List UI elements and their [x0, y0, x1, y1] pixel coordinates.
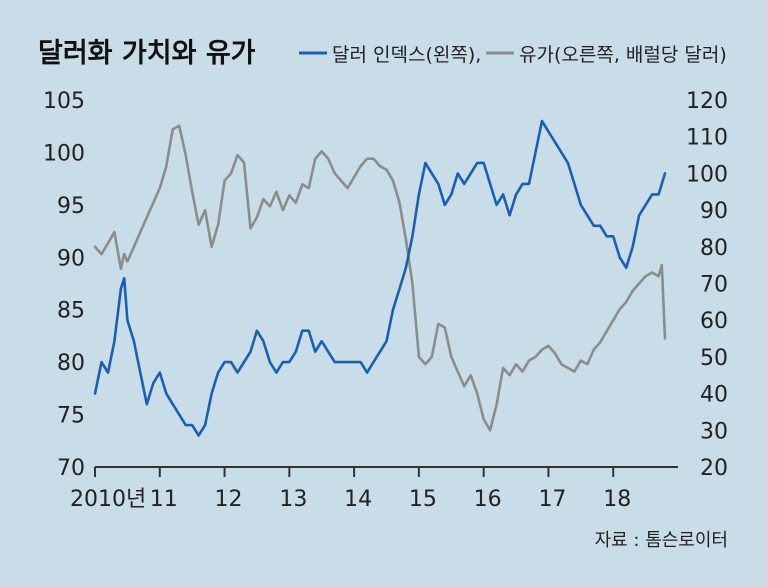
right-tick-label: 30: [700, 419, 728, 444]
right-tick-label: 20: [700, 456, 728, 481]
x-tick-label: 2010년: [70, 487, 146, 512]
left-y-axis: 105 100 95 90 85 80 75 70: [43, 89, 85, 481]
x-axis: 2010년 11 12 13 14 15 16 17 18: [70, 467, 631, 512]
right-tick-label: 50: [700, 346, 728, 371]
legend-label-dollar: 달러 인덱스(왼쪽),: [332, 44, 481, 66]
x-tick-label: 15: [409, 487, 437, 512]
x-tick-label: 12: [215, 487, 243, 512]
dollar-index-line: [93, 119, 667, 437]
series-layer: [93, 119, 667, 437]
left-tick-label: 75: [57, 404, 85, 429]
x-tick-label: 14: [344, 487, 372, 512]
source-note: 자료 : 톰슨로이터: [595, 530, 728, 551]
legend-label-oil: 유가(오른쪽, 배럴당 달러): [519, 44, 727, 66]
oil-price-line: [93, 124, 667, 432]
left-tick-label: 105: [43, 89, 85, 114]
left-tick-label: 95: [57, 194, 85, 219]
left-tick-label: 80: [57, 351, 85, 376]
right-tick-label: 120: [686, 89, 728, 114]
x-tick-label: 17: [538, 487, 566, 512]
right-tick-label: 70: [700, 273, 728, 298]
right-tick-label: 90: [700, 199, 728, 224]
x-tick-label: 18: [603, 487, 631, 512]
left-tick-label: 90: [57, 246, 85, 271]
x-tick-label: 13: [279, 487, 307, 512]
left-tick-label: 100: [43, 141, 85, 166]
right-tick-label: 60: [700, 309, 728, 334]
right-tick-label: 110: [686, 126, 728, 151]
x-tick-label: 16: [474, 487, 502, 512]
right-y-axis: 120 110 100 90 80 70 60 50 40 30 20: [686, 89, 728, 481]
left-tick-label: 70: [57, 456, 85, 481]
right-tick-label: 100: [686, 162, 728, 187]
right-tick-label: 80: [700, 236, 728, 261]
left-tick-label: 85: [57, 299, 85, 324]
legend: 달러 인덱스(왼쪽), 유가(오른쪽, 배럴당 달러): [299, 44, 727, 66]
right-tick-label: 40: [700, 383, 728, 408]
chart-title: 달러화 가치와 유가: [38, 38, 256, 69]
x-tick-label: 11: [150, 487, 178, 512]
